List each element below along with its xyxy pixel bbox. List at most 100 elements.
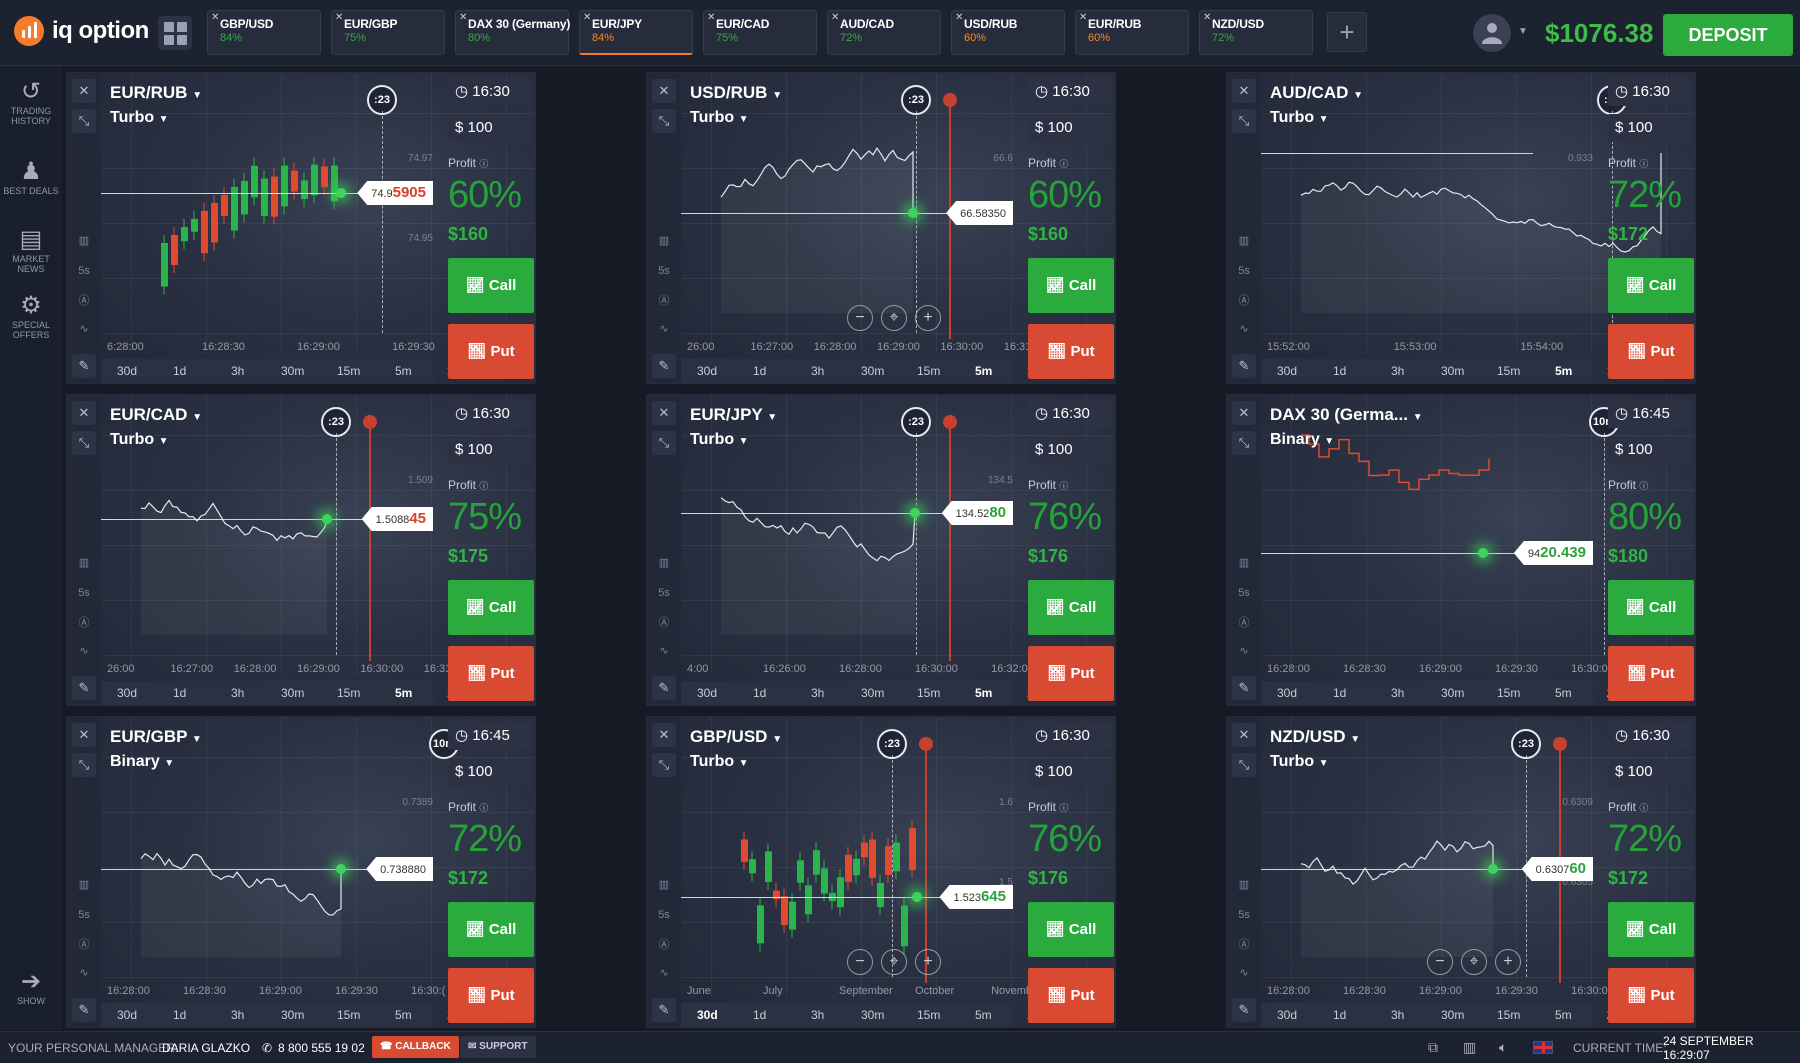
wave-icon[interactable]: ∿ bbox=[79, 323, 89, 335]
asset-selector[interactable]: DAX 30 (Germa... ▼ bbox=[1270, 405, 1423, 425]
timeframe-3h[interactable]: 3h bbox=[231, 364, 245, 378]
indicator-icon[interactable]: Ⓐ bbox=[1238, 295, 1250, 307]
option-type-selector[interactable]: Turbo ▼ bbox=[690, 109, 749, 127]
asset-selector[interactable]: EUR/RUB ▼ bbox=[110, 83, 202, 103]
timeframe-5m[interactable]: 5m bbox=[975, 1008, 992, 1022]
close-icon[interactable]: ✕ bbox=[1203, 12, 1212, 23]
asset-selector[interactable]: AUD/CAD ▼ bbox=[1270, 83, 1363, 103]
chart-type-icon[interactable]: ▥ bbox=[658, 235, 670, 247]
timeframe-1d[interactable]: 1d bbox=[173, 364, 187, 378]
expiry-time-field[interactable]: ◷ 16:30 bbox=[448, 400, 532, 428]
sidebar-item-trading-history[interactable]: ↺ TRADING HISTORY bbox=[0, 78, 62, 126]
sound-icon[interactable]: 🔈︎ bbox=[1499, 1039, 1508, 1055]
close-panel-button[interactable]: ✕ bbox=[652, 79, 676, 103]
interval-icon[interactable]: 5s bbox=[1238, 265, 1250, 277]
recenter-button[interactable]: ⌖ bbox=[881, 305, 907, 331]
call-button[interactable]: 📈︎ Call bbox=[1028, 580, 1114, 635]
chevron-down-icon[interactable]: ▼ bbox=[1518, 26, 1528, 37]
put-button[interactable]: 📉︎ Put bbox=[1608, 968, 1694, 1023]
chart-type-icon[interactable]: ▥ bbox=[658, 557, 670, 569]
close-icon[interactable]: ✕ bbox=[955, 12, 964, 23]
collapse-icon[interactable]: ⤡ bbox=[72, 431, 96, 455]
collapse-icon[interactable]: ⤡ bbox=[1232, 109, 1256, 133]
timeframe-30m[interactable]: 30m bbox=[1441, 364, 1465, 378]
amount-field[interactable]: $ 100 bbox=[448, 758, 532, 786]
timeframe-5m[interactable]: 5m bbox=[395, 686, 413, 700]
timeframe-5m[interactable]: 5m bbox=[1555, 364, 1573, 378]
expiry-time-field[interactable]: ◷ 16:45 bbox=[448, 722, 532, 750]
timeframe-1d[interactable]: 1d bbox=[173, 686, 187, 700]
timeframe-30m[interactable]: 30m bbox=[281, 1008, 305, 1022]
asset-tab[interactable]: ✕ USD/RUB 60% bbox=[951, 10, 1065, 55]
asset-tab[interactable]: ✕ GBP/USD 84% bbox=[207, 10, 321, 55]
timeframe-3h[interactable]: 3h bbox=[1391, 686, 1405, 700]
interval-icon[interactable]: 5s bbox=[78, 909, 90, 921]
timeframe-30d[interactable]: 30d bbox=[1277, 364, 1298, 378]
timeframe-30d[interactable]: 30d bbox=[117, 1008, 138, 1022]
indicator-icon[interactable]: Ⓐ bbox=[658, 617, 670, 629]
amount-field[interactable]: $ 100 bbox=[1608, 114, 1692, 142]
indicator-icon[interactable]: Ⓐ bbox=[78, 939, 90, 951]
call-button[interactable]: 📈︎ Call bbox=[1028, 258, 1114, 313]
indicator-icon[interactable]: Ⓐ bbox=[658, 295, 670, 307]
expiry-time-field[interactable]: ◷ 16:30 bbox=[1608, 722, 1692, 750]
asset-selector[interactable]: EUR/JPY ▼ bbox=[690, 405, 777, 425]
interval-icon[interactable]: 5s bbox=[78, 265, 90, 277]
amount-field[interactable]: $ 100 bbox=[1028, 436, 1112, 464]
chart-panel[interactable]: ✕ ⤡ ▥ 5s Ⓐ ∿ ✎ EUR/JPY ▼ Turbo ▼ 134.5 4:00 16:26:0… bbox=[646, 394, 1116, 706]
amount-field[interactable]: $ 100 bbox=[448, 114, 532, 142]
collapse-icon[interactable]: ⤡ bbox=[1232, 431, 1256, 455]
timeframe-3h[interactable]: 3h bbox=[811, 686, 825, 700]
timeframe-5m[interactable]: 5m bbox=[975, 686, 993, 700]
timeframe-3h[interactable]: 3h bbox=[811, 1008, 825, 1022]
timeframe-1d[interactable]: 1d bbox=[1333, 364, 1347, 378]
zoom-out-button[interactable]: − bbox=[847, 949, 873, 975]
close-panel-button[interactable]: ✕ bbox=[652, 723, 676, 747]
wave-icon[interactable]: ∿ bbox=[659, 323, 669, 335]
logo[interactable]: iq option bbox=[14, 16, 149, 46]
call-button[interactable]: 📈︎ Call bbox=[448, 258, 534, 313]
indicator-icon[interactable]: Ⓐ bbox=[78, 295, 90, 307]
indicator-icon[interactable]: Ⓐ bbox=[78, 617, 90, 629]
asset-selector[interactable]: USD/RUB ▼ bbox=[690, 83, 782, 103]
call-button[interactable]: 📈︎ Call bbox=[1608, 580, 1694, 635]
timeframe-15m[interactable]: 15m bbox=[1497, 364, 1521, 378]
timeframe-5m[interactable]: 5m bbox=[395, 1008, 412, 1022]
timeframe-1d[interactable]: 1d bbox=[1333, 1008, 1347, 1022]
timeframe-3h[interactable]: 3h bbox=[1391, 1008, 1405, 1022]
option-type-selector[interactable]: Turbo ▼ bbox=[110, 109, 169, 127]
timeframe-30m[interactable]: 30m bbox=[861, 1008, 885, 1022]
chart-type-icon[interactable]: ▥ bbox=[78, 235, 90, 247]
indicator-icon[interactable]: Ⓐ bbox=[658, 939, 670, 951]
interval-icon[interactable]: 5s bbox=[1238, 587, 1250, 599]
call-button[interactable]: 📈︎ Call bbox=[1608, 902, 1694, 957]
collapse-icon[interactable]: ⤡ bbox=[652, 753, 676, 777]
pencil-icon[interactable]: ✎ bbox=[652, 998, 676, 1022]
asset-selector[interactable]: EUR/CAD ▼ bbox=[110, 405, 202, 425]
collapse-icon[interactable]: ⤡ bbox=[652, 431, 676, 455]
chart-icon[interactable]: ▥ bbox=[1463, 1039, 1477, 1055]
timeframe-30d[interactable]: 30d bbox=[697, 364, 718, 378]
timeframe-5m[interactable]: 5m bbox=[1555, 686, 1572, 700]
interval-icon[interactable]: 5s bbox=[658, 265, 670, 277]
close-panel-button[interactable]: ✕ bbox=[1232, 79, 1256, 103]
info-icon[interactable]: ⓘ bbox=[1059, 481, 1069, 491]
sidebar-item-show[interactable]: ➔ SHOW bbox=[0, 968, 62, 1006]
close-panel-button[interactable]: ✕ bbox=[1232, 723, 1256, 747]
timeframe-15m[interactable]: 15m bbox=[917, 686, 941, 700]
timeframe-3h[interactable]: 3h bbox=[231, 1008, 245, 1022]
amount-field[interactable]: $ 100 bbox=[448, 436, 532, 464]
layout-grid-button[interactable] bbox=[158, 16, 192, 50]
pencil-icon[interactable]: ✎ bbox=[652, 354, 676, 378]
wave-icon[interactable]: ∿ bbox=[1239, 323, 1249, 335]
close-icon[interactable]: ✕ bbox=[583, 12, 592, 23]
option-type-selector[interactable]: Turbo ▼ bbox=[690, 431, 749, 449]
close-icon[interactable]: ✕ bbox=[831, 12, 840, 23]
put-button[interactable]: 📉︎ Put bbox=[1028, 968, 1114, 1023]
asset-tab[interactable]: ✕ AUD/CAD 72% bbox=[827, 10, 941, 55]
pencil-icon[interactable]: ✎ bbox=[72, 998, 96, 1022]
info-icon[interactable]: ⓘ bbox=[1059, 159, 1069, 169]
timeframe-30m[interactable]: 30m bbox=[1441, 686, 1465, 700]
info-icon[interactable]: ⓘ bbox=[479, 159, 489, 169]
manager-name[interactable]: DARIA GLAZKO bbox=[162, 1040, 251, 1055]
